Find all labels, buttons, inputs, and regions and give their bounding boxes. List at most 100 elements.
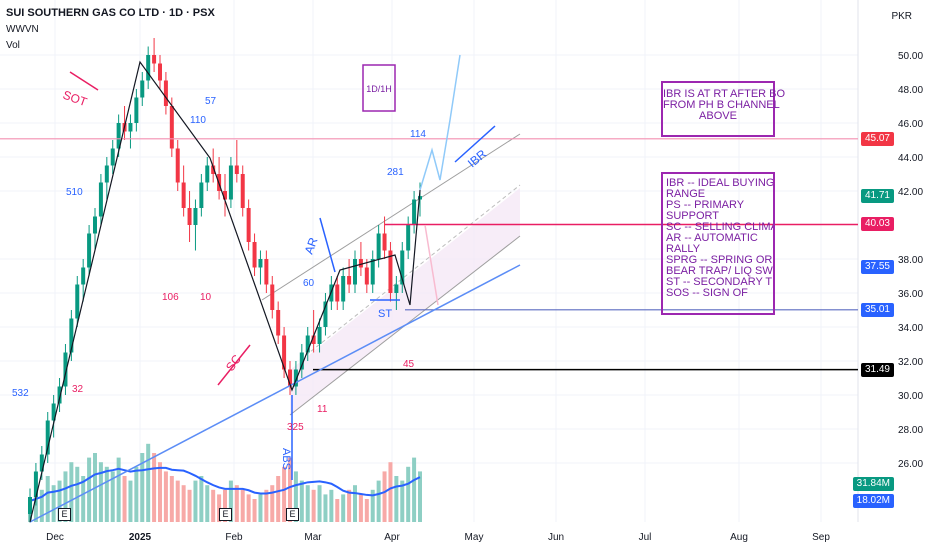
y-tick-label: 36.00 (898, 289, 923, 300)
candle-body (364, 267, 369, 285)
indicator-vol[interactable]: Vol (6, 40, 20, 51)
price-tag: 45.07 (860, 131, 894, 146)
volume-bar (323, 494, 328, 522)
volume-tag: 18.02M (852, 494, 894, 508)
volume-bar (293, 471, 298, 522)
candle-body (394, 284, 399, 293)
candle-body (252, 242, 257, 268)
volume-bar (81, 476, 86, 522)
volume-bar (39, 489, 44, 522)
candle-body (288, 369, 292, 387)
volume-bar (110, 471, 115, 522)
note2-line: PS -- PRIMARY (666, 199, 745, 211)
candle-body (264, 259, 269, 285)
label-n510: 510 (66, 187, 83, 198)
label-n60: 60 (303, 278, 315, 289)
x-tick-label: Sep (812, 532, 830, 543)
y-tick-label: 44.00 (898, 153, 923, 164)
channel-top (261, 133, 521, 301)
volume-bar (211, 489, 216, 522)
volume-bar (246, 494, 251, 522)
earnings-badge[interactable]: E (58, 508, 71, 521)
candle-body (317, 327, 322, 344)
candle-body (376, 233, 381, 259)
note2-line: RALLY (666, 243, 701, 255)
note2-line: BEAR TRAP/ LIQ SWP (666, 265, 775, 277)
volume-bar (347, 489, 352, 522)
x-tick-label: Dec (46, 532, 64, 543)
candle-body (152, 55, 157, 64)
price-tag: 40.03 (860, 217, 894, 232)
candle-body (128, 123, 133, 132)
candle-body (28, 497, 32, 514)
volume-bar (175, 480, 180, 522)
candle-body (87, 233, 92, 268)
label-n114: 114 (410, 129, 426, 140)
y-tick-label: 32.00 (898, 357, 923, 368)
volume-bar (223, 489, 227, 522)
candle-body (57, 386, 62, 404)
volume-bar (33, 494, 38, 522)
projection-down (424, 224, 439, 306)
y-tick-label: 42.00 (898, 187, 923, 198)
volume-bar (104, 466, 109, 522)
volume-bar (140, 453, 145, 522)
x-tick-label: Jun (548, 532, 564, 543)
volume-bar (87, 457, 92, 522)
x-tick-label: 2025 (129, 532, 152, 543)
candle-body (382, 233, 387, 251)
x-tick-label: May (465, 532, 484, 543)
candle-body (311, 335, 316, 344)
note2-line: IBR -- IDEAL BUYING (666, 177, 775, 189)
price-tag: 31.49 (860, 362, 894, 377)
candle-body (240, 174, 245, 208)
candle-body (146, 55, 151, 81)
tf-box (362, 64, 396, 112)
candle-body (258, 259, 263, 268)
volume-bar (394, 476, 399, 522)
trendline-support (29, 264, 521, 523)
indicator-wwvn[interactable]: WWVN (6, 24, 39, 35)
candle-body (104, 165, 109, 183)
note2-line: AR -- AUTOMATIC (666, 232, 758, 244)
volume-bar (418, 471, 422, 522)
volume-bar (299, 480, 304, 522)
symbol-title[interactable]: SUI SOUTHERN GAS CO LTD · 1D · PSX (6, 7, 215, 19)
candle-body (293, 369, 298, 387)
volume-bar (258, 494, 263, 522)
candle-body (299, 352, 304, 370)
price-tag: 41.71 (860, 188, 894, 203)
volume-bar (270, 485, 275, 522)
candle-body (140, 80, 145, 98)
earnings-badge[interactable]: E (219, 508, 232, 521)
candle-body (45, 420, 50, 455)
volume-bar (234, 485, 239, 522)
label-abs: ABS (280, 448, 292, 470)
candle-body (75, 284, 80, 319)
wyckoff-channel (261, 133, 521, 416)
volume-bar (341, 494, 346, 522)
candle-body (98, 182, 103, 217)
candle-body (193, 208, 198, 225)
x-tick-label: Feb (225, 532, 243, 543)
candle-body (158, 63, 162, 81)
candle-body (347, 276, 352, 285)
earnings-badge[interactable]: E (286, 508, 299, 521)
candle-body (181, 182, 186, 208)
volume-bar (158, 462, 162, 522)
y-tick-label: 34.00 (898, 323, 923, 334)
note2-line: SOS -- SIGN OF (666, 287, 748, 299)
arrow-ar (319, 217, 336, 273)
label-timeframe: 1D/1H (366, 84, 392, 94)
channel-mid (299, 184, 521, 361)
candle-body (341, 276, 346, 302)
volume-bar (128, 480, 133, 522)
zigzag (29, 60, 421, 523)
volume-bar (193, 480, 198, 522)
volume-bar (406, 466, 411, 522)
y-tick-label: 50.00 (898, 51, 923, 62)
volume-bar (228, 480, 233, 522)
volume-bar (69, 462, 74, 522)
candle-body (234, 165, 239, 174)
